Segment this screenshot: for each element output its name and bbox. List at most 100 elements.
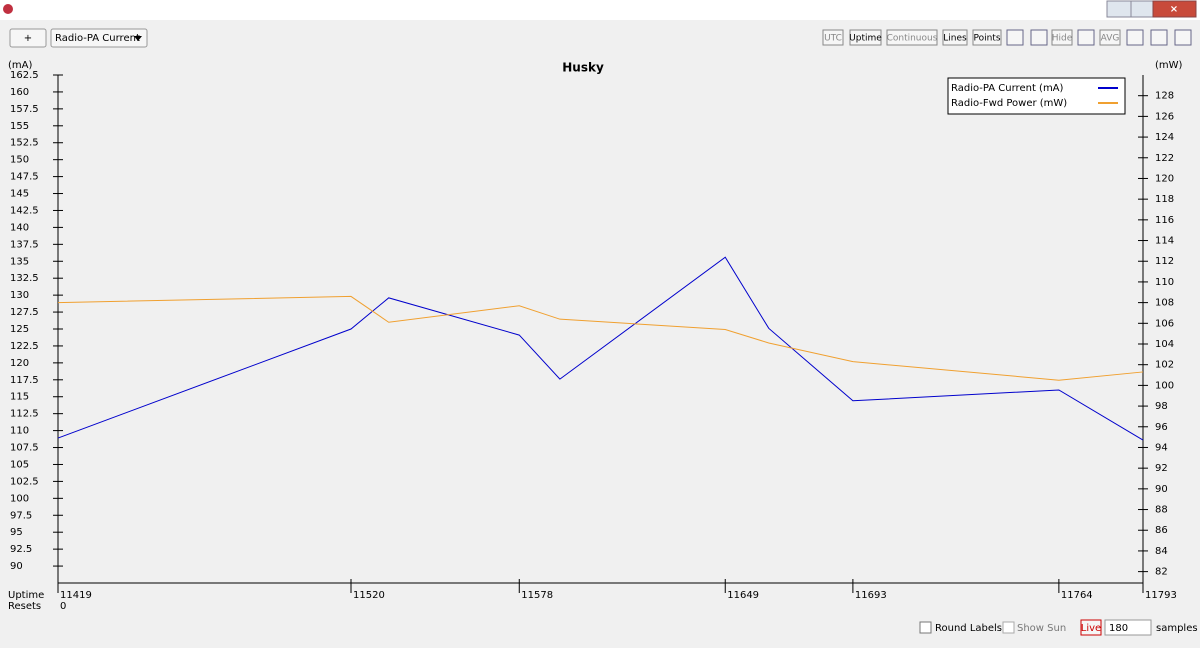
y2-tick-label: 84 xyxy=(1155,546,1168,557)
toolbar-button-label: UTC xyxy=(824,34,842,44)
resets-label: Resets xyxy=(8,601,41,612)
add-label: + xyxy=(24,33,32,44)
y2-tick-label: 100 xyxy=(1155,380,1174,391)
x-tick-label: 11578 xyxy=(521,590,553,601)
samples-label: samples xyxy=(1156,623,1198,634)
dropdown-arrow xyxy=(134,36,142,41)
y2-tick-label: 114 xyxy=(1155,236,1174,247)
resets-value: 0 xyxy=(60,601,66,612)
toolbar-icon[interactable] xyxy=(1030,29,1048,46)
y2-tick-label: 102 xyxy=(1155,360,1174,371)
y-tick-label: 117.5 xyxy=(10,375,39,386)
toolbar-button[interactable] xyxy=(1051,29,1073,46)
round-labels-checkbox[interactable] xyxy=(919,621,932,634)
toolbar-button[interactable] xyxy=(886,29,938,46)
y2-tick-label: 106 xyxy=(1155,318,1174,329)
x-axis-label: Uptime xyxy=(8,590,44,601)
y-tick-label: 105 xyxy=(10,459,29,470)
y-tick-label: 162.5 xyxy=(10,70,39,81)
x-tick-label: 11419 xyxy=(60,590,92,601)
toolbar-button[interactable] xyxy=(849,29,882,46)
chart-title: Husky xyxy=(562,61,604,75)
y2-tick-label: 120 xyxy=(1155,173,1174,184)
y2-tick-label: 126 xyxy=(1155,111,1174,122)
close-icon: × xyxy=(1170,4,1178,15)
y-tick-label: 112.5 xyxy=(10,409,39,420)
y-tick-label: 120 xyxy=(10,358,29,369)
toolbar-button-label: Lines xyxy=(943,34,967,44)
y2-tick-label: 104 xyxy=(1155,339,1174,350)
toolbar-icon[interactable] xyxy=(1006,29,1024,46)
y-tick-label: 102.5 xyxy=(10,476,39,487)
y2-tick-label: 118 xyxy=(1155,194,1174,205)
x-tick-label: 11649 xyxy=(727,590,759,601)
y-tick-label: 147.5 xyxy=(10,172,39,183)
y-tick-label: 110 xyxy=(10,426,29,437)
toolbar-icon[interactable] xyxy=(1126,29,1144,46)
legend-label: Radio-Fwd Power (mW) xyxy=(951,98,1067,109)
y2-tick-label: 112 xyxy=(1155,256,1174,267)
y2-tick-label: 122 xyxy=(1155,153,1174,164)
selector-label: Radio-PA Current xyxy=(55,33,140,44)
y-tick-label: 155 xyxy=(10,121,29,132)
toolbar-button[interactable] xyxy=(1099,29,1121,46)
y2-tick-label: 110 xyxy=(1155,277,1174,288)
x-tick-label: 11793 xyxy=(1145,590,1177,601)
y-tick-label: 145 xyxy=(10,189,29,200)
selector[interactable] xyxy=(50,28,148,48)
y2-tick-label: 94 xyxy=(1155,442,1168,453)
live-label: Live xyxy=(1081,623,1101,634)
y-tick-label: 100 xyxy=(10,493,29,504)
show-sun-checkbox[interactable] xyxy=(1002,621,1015,634)
toolbar-icon[interactable] xyxy=(1174,29,1192,46)
y2-tick-label: 96 xyxy=(1155,422,1168,433)
y-tick-label: 140 xyxy=(10,222,29,233)
y-tick-label: 157.5 xyxy=(10,104,39,115)
y-tick-label: 152.5 xyxy=(10,138,39,149)
toolbar-button[interactable] xyxy=(972,29,1002,46)
y2-tick-label: 92 xyxy=(1155,463,1168,474)
y-tick-label: 127.5 xyxy=(10,307,39,318)
minimize-button[interactable] xyxy=(1106,0,1132,18)
y-tick-label: 92.5 xyxy=(10,544,32,555)
title-bar xyxy=(0,0,1200,20)
samples-value: 180 xyxy=(1109,623,1128,634)
toolbar-icon[interactable] xyxy=(1077,29,1095,46)
series-line xyxy=(57,295,1144,381)
y2-tick-label: 128 xyxy=(1155,91,1174,102)
y-tick-label: 122.5 xyxy=(10,341,39,352)
y2-tick-label: 98 xyxy=(1155,401,1168,412)
samples-input[interactable] xyxy=(1104,619,1152,636)
x-tick-label: 11764 xyxy=(1061,590,1093,601)
y-tick-label: 90 xyxy=(10,561,23,572)
show-sun-text: Show Sun xyxy=(1017,623,1066,634)
y2-tick-label: 90 xyxy=(1155,484,1168,495)
toolbar-icon[interactable] xyxy=(1150,29,1168,46)
y2-tick-label: 82 xyxy=(1155,567,1168,578)
y2-tick-label: 116 xyxy=(1155,215,1174,226)
y-tick-label: 137.5 xyxy=(10,239,39,250)
y-tick-label: 107.5 xyxy=(10,443,39,454)
y-tick-label: 150 xyxy=(10,155,29,166)
y-tick-label: 142.5 xyxy=(10,205,39,216)
y-axis-label: (mA) xyxy=(8,60,32,71)
y-tick-label: 135 xyxy=(10,256,29,267)
y-tick-label: 130 xyxy=(10,290,29,301)
add-button[interactable] xyxy=(9,28,47,48)
toolbar-button[interactable] xyxy=(942,29,968,46)
close-button[interactable] xyxy=(1152,0,1197,18)
x-tick-label: 11693 xyxy=(855,590,887,601)
toolbar-button-label: Uptime xyxy=(849,34,882,44)
y-tick-label: 95 xyxy=(10,527,23,538)
y-tick-label: 125 xyxy=(10,324,29,335)
maximize-button[interactable] xyxy=(1130,0,1154,18)
live-button[interactable] xyxy=(1080,619,1102,636)
toolbar-button[interactable] xyxy=(822,29,844,46)
legend xyxy=(947,77,1126,115)
toolbar-button-label: Points xyxy=(973,34,1000,44)
toolbar-button-label: Hide xyxy=(1052,34,1073,44)
y-tick-label: 160 xyxy=(10,87,29,98)
y2-tick-label: 124 xyxy=(1155,132,1174,143)
y-tick-label: 115 xyxy=(10,392,29,403)
